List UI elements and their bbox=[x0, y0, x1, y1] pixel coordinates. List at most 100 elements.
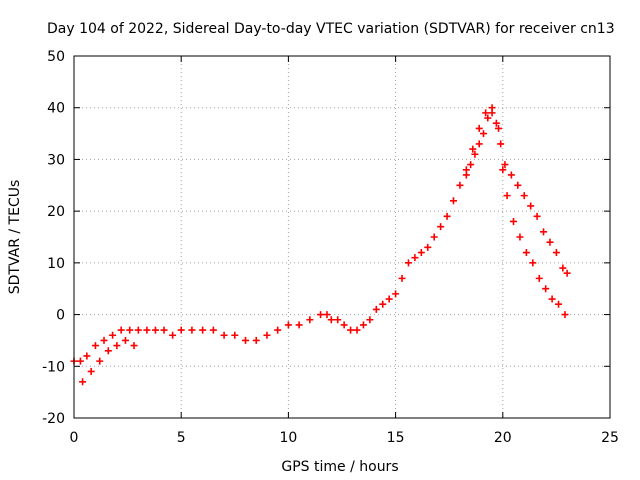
data-point bbox=[475, 140, 483, 148]
data-point bbox=[143, 326, 151, 334]
data-point bbox=[437, 223, 445, 231]
x-tick-label: 25 bbox=[601, 430, 619, 446]
data-point bbox=[359, 321, 367, 329]
data-point bbox=[87, 367, 95, 375]
y-tick-label: 30 bbox=[47, 152, 65, 168]
data-point bbox=[130, 342, 138, 350]
data-point bbox=[340, 321, 348, 329]
x-tick-label: 5 bbox=[177, 430, 186, 446]
chart-title: Day 104 of 2022, Sidereal Day-to-day VTE… bbox=[47, 21, 615, 37]
data-point bbox=[563, 269, 571, 277]
data-point bbox=[546, 238, 554, 246]
data-point bbox=[109, 331, 117, 339]
data-point bbox=[353, 326, 361, 334]
data-point bbox=[480, 130, 488, 138]
data-point bbox=[372, 305, 380, 313]
y-tick-label: 10 bbox=[47, 256, 65, 272]
y-tick-label: 50 bbox=[47, 49, 65, 65]
data-point bbox=[555, 300, 563, 308]
y-tick-label: -10 bbox=[42, 359, 65, 375]
data-point bbox=[475, 124, 483, 132]
data-point bbox=[424, 243, 432, 251]
data-point bbox=[274, 326, 282, 334]
data-point bbox=[83, 352, 91, 360]
data-point bbox=[443, 212, 451, 220]
data-point bbox=[529, 259, 537, 267]
data-point bbox=[121, 336, 129, 344]
data-point bbox=[199, 326, 207, 334]
data-point bbox=[151, 326, 159, 334]
data-point bbox=[510, 217, 518, 225]
data-point bbox=[552, 249, 560, 257]
data-point bbox=[430, 233, 438, 241]
data-point bbox=[113, 342, 121, 350]
data-point bbox=[134, 326, 142, 334]
data-point bbox=[295, 321, 303, 329]
data-point bbox=[488, 109, 496, 117]
data-point bbox=[160, 326, 168, 334]
data-point bbox=[323, 311, 331, 319]
plot-frame bbox=[73, 55, 611, 419]
x-tick-label: 10 bbox=[279, 430, 297, 446]
data-point bbox=[520, 192, 528, 200]
data-point bbox=[96, 357, 104, 365]
data-point bbox=[548, 295, 556, 303]
x-axis-label: GPS time / hours bbox=[281, 459, 398, 475]
y-tick-label: 40 bbox=[47, 101, 65, 117]
data-point bbox=[527, 202, 535, 210]
data-point bbox=[462, 171, 470, 179]
data-point bbox=[327, 316, 335, 324]
series-track-main bbox=[70, 104, 569, 365]
data-point bbox=[533, 212, 541, 220]
data-point bbox=[522, 249, 530, 257]
data-point bbox=[231, 331, 239, 339]
data-point bbox=[467, 161, 475, 169]
data-point bbox=[417, 249, 425, 257]
data-point bbox=[449, 197, 457, 205]
data-point bbox=[456, 181, 464, 189]
data-point bbox=[499, 166, 507, 174]
data-point bbox=[507, 171, 515, 179]
data-point bbox=[126, 326, 134, 334]
data-point bbox=[484, 114, 492, 122]
data-point bbox=[91, 342, 99, 350]
data-point bbox=[317, 311, 325, 319]
data-point bbox=[559, 264, 567, 272]
data-point bbox=[347, 326, 355, 334]
data-point bbox=[540, 228, 548, 236]
data-point bbox=[177, 326, 185, 334]
data-point bbox=[492, 119, 500, 127]
x-tick-label: 0 bbox=[70, 430, 79, 446]
data-point bbox=[392, 290, 400, 298]
y-tick-label: -20 bbox=[42, 411, 65, 427]
data-point bbox=[514, 181, 522, 189]
data-point bbox=[100, 336, 108, 344]
grid-layer bbox=[74, 56, 610, 418]
data-point bbox=[117, 326, 125, 334]
y-tick-label: 0 bbox=[56, 308, 65, 324]
data-point bbox=[169, 331, 177, 339]
data-point bbox=[535, 274, 543, 282]
data-point bbox=[220, 331, 228, 339]
data-point bbox=[482, 109, 490, 117]
data-point bbox=[469, 145, 477, 153]
data-point bbox=[561, 311, 569, 319]
x-tick-label: 15 bbox=[387, 430, 405, 446]
x-tick-label: 20 bbox=[494, 430, 512, 446]
data-point bbox=[411, 254, 419, 262]
data-point bbox=[404, 259, 412, 267]
data-point bbox=[516, 233, 524, 241]
data-point bbox=[188, 326, 196, 334]
data-point bbox=[76, 357, 84, 365]
data-point bbox=[104, 347, 112, 355]
series-track-upper bbox=[462, 109, 571, 277]
data-point bbox=[398, 274, 406, 282]
data-point bbox=[366, 316, 374, 324]
data-point bbox=[542, 285, 550, 293]
data-point bbox=[242, 336, 250, 344]
data-marks bbox=[70, 104, 571, 386]
data-point bbox=[252, 336, 260, 344]
data-point bbox=[495, 124, 503, 132]
data-point bbox=[209, 326, 217, 334]
